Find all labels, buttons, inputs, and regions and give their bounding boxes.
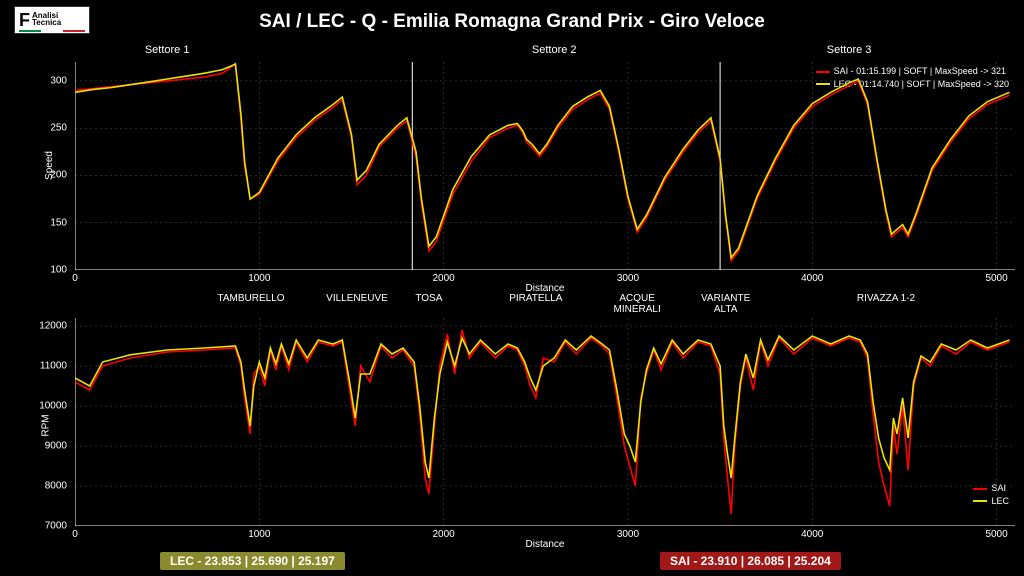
summary-lec: LEC - 23.853 | 25.690 | 25.197 — [160, 552, 345, 570]
speed-xlabel: Distance — [526, 283, 565, 294]
rpm-ylabel: RPM — [41, 414, 52, 436]
corner-label: VARIANTEALTA — [701, 293, 750, 315]
rpm-xlabel: Distance — [526, 539, 565, 550]
rpm-chart — [75, 318, 1015, 526]
sector-label: Settore 3 — [827, 44, 872, 56]
corner-label: PIRATELLA — [509, 293, 562, 304]
page-title: SAI / LEC - Q - Emilia Romagna Grand Pri… — [0, 11, 1024, 33]
speed-chart — [75, 62, 1015, 270]
sector-label: Settore 1 — [145, 44, 190, 56]
sector-label: Settore 2 — [532, 44, 577, 56]
corner-label: TAMBURELLO — [217, 293, 284, 304]
summary-sai: SAI - 23.910 | 26.085 | 25.204 — [660, 552, 841, 570]
corner-label: TOSA — [415, 293, 442, 304]
speed-ylabel: Speed — [44, 151, 55, 180]
corner-label: VILLENEUVE — [326, 293, 388, 304]
corner-label: RIVAZZA 1-2 — [857, 293, 915, 304]
corner-label: ACQUEMINERALI — [614, 293, 661, 315]
